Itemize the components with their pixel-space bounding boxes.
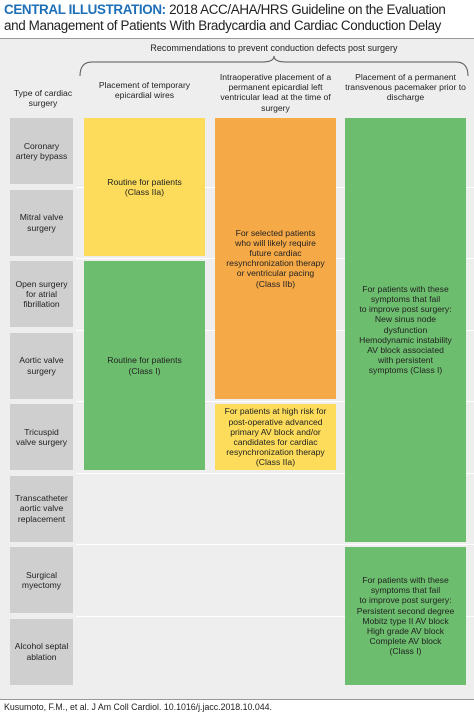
- cell-text: Complete AV block: [369, 636, 442, 647]
- cell-text: For selected patients: [235, 227, 316, 238]
- cell-text: who will likely require: [235, 237, 316, 248]
- cell-text: primary AV block and/or: [230, 426, 321, 437]
- cell-text: For patients with these: [362, 283, 449, 294]
- cell-text: symptoms (Class I): [368, 365, 443, 376]
- cell-text: (Class I): [389, 646, 422, 657]
- row-separator: [76, 472, 474, 474]
- group-label: Recommendations to prevent conduction de…: [150, 43, 398, 53]
- bracket: [79, 55, 469, 77]
- cell-text: (Class IIa): [124, 186, 165, 197]
- cell-text: (Class I): [128, 365, 161, 376]
- header-title: 2018 ACC/AHA/HRS Guideline on the Evalua…: [4, 2, 446, 33]
- cell-text: resynchronization therapy: [226, 258, 325, 269]
- cell-text: with persistent: [378, 355, 433, 366]
- row-label: Coronary artery bypass: [15, 140, 68, 161]
- cell-text: Hemodynamic instability: [359, 334, 452, 345]
- cell-text: future cardiac: [249, 248, 302, 259]
- recommendation-cell: Routine for patients (Class I): [84, 261, 205, 470]
- column-header: Placement of a permanent transvenous pac…: [345, 72, 466, 103]
- row-label: Alcohol septal ablation: [14, 641, 69, 662]
- cell-text: resynchronization therapy: [226, 447, 325, 458]
- cell-text: symptoms that fail: [370, 294, 441, 305]
- recommendation-cell: For selected patients who will likely req…: [215, 118, 336, 399]
- row-separator: [76, 401, 474, 402]
- row-label-box: Tricuspid valve surgery: [10, 404, 73, 470]
- row-label: Surgical myectomy: [21, 569, 62, 590]
- row-label: Aortic valve surgery: [19, 355, 64, 376]
- recommendation-cell: For patients with these symptoms that fai…: [345, 118, 466, 542]
- cell-text: For patients at high risk for: [224, 406, 327, 417]
- footer: Kusumoto, F.M., et al. J Am Coll Cardiol…: [4, 702, 272, 712]
- cell-text: post-operative advanced: [228, 416, 323, 427]
- cell-text: or ventricular pacing: [236, 268, 315, 279]
- cell-text: Routine for patients: [107, 176, 182, 187]
- cell-text: Mobitz type II AV block: [362, 615, 449, 626]
- cell-text: High grade AV block: [366, 625, 445, 636]
- cell-text: dysfunction: [383, 324, 428, 335]
- cell-text: New sinus node: [374, 314, 437, 325]
- row-label-box: Open surgery for atrial fibrillation: [10, 261, 73, 327]
- row-separator: [76, 615, 474, 617]
- recommendation-cell: Routine for patients (Class IIa): [84, 118, 205, 256]
- cell-text: Routine for patients: [107, 355, 182, 366]
- recommendation-cell: For patients at high risk for post-operat…: [215, 404, 336, 470]
- cell-text: to improve post surgery:: [359, 595, 452, 606]
- row-label-box: Aortic valve surgery: [10, 332, 73, 399]
- column-header: Placement of temporary epicardial wires: [98, 80, 191, 101]
- recommendation-cell: For patients with these symptoms that fai…: [345, 547, 466, 685]
- cell-text: symptoms that fail: [370, 585, 441, 596]
- row-label-box: Coronary artery bypass: [10, 118, 73, 184]
- row-label-box: Surgical myectomy: [10, 547, 73, 613]
- header: CENTRAL ILLUSTRATION: 2018 ACC/AHA/HRS G…: [0, 0, 474, 36]
- cell-text: (Class IIb): [255, 278, 296, 289]
- header-label: CENTRAL ILLUSTRATION:: [4, 2, 166, 17]
- row-label: Transcatheter aortic valve replacement: [15, 493, 68, 524]
- column-header: Type of cardiac surgery: [13, 88, 73, 109]
- cell-text: AV block associated: [367, 345, 444, 356]
- row-label-box: Mitral valve surgery: [10, 189, 73, 256]
- row-label: Mitral valve surgery: [19, 212, 64, 233]
- row-label: Open surgery for atrial fibrillation: [15, 278, 68, 310]
- cell-text: (Class IIa): [255, 457, 296, 468]
- cell-text: to improve post surgery:: [359, 304, 452, 315]
- row-label-box: Transcatheter aortic valve replacement: [10, 475, 73, 542]
- cell-text: Persistent second degree: [356, 605, 455, 616]
- row-label-box: Alcohol septal ablation: [10, 618, 73, 685]
- cell-text: candidates for cardiac: [233, 437, 318, 447]
- row-separator: [76, 544, 474, 545]
- cell-text: For patients with these: [362, 574, 449, 585]
- row-label: Tricuspid valve surgery: [15, 426, 68, 447]
- column-header: Intraoperative placement of a permanent …: [219, 72, 332, 113]
